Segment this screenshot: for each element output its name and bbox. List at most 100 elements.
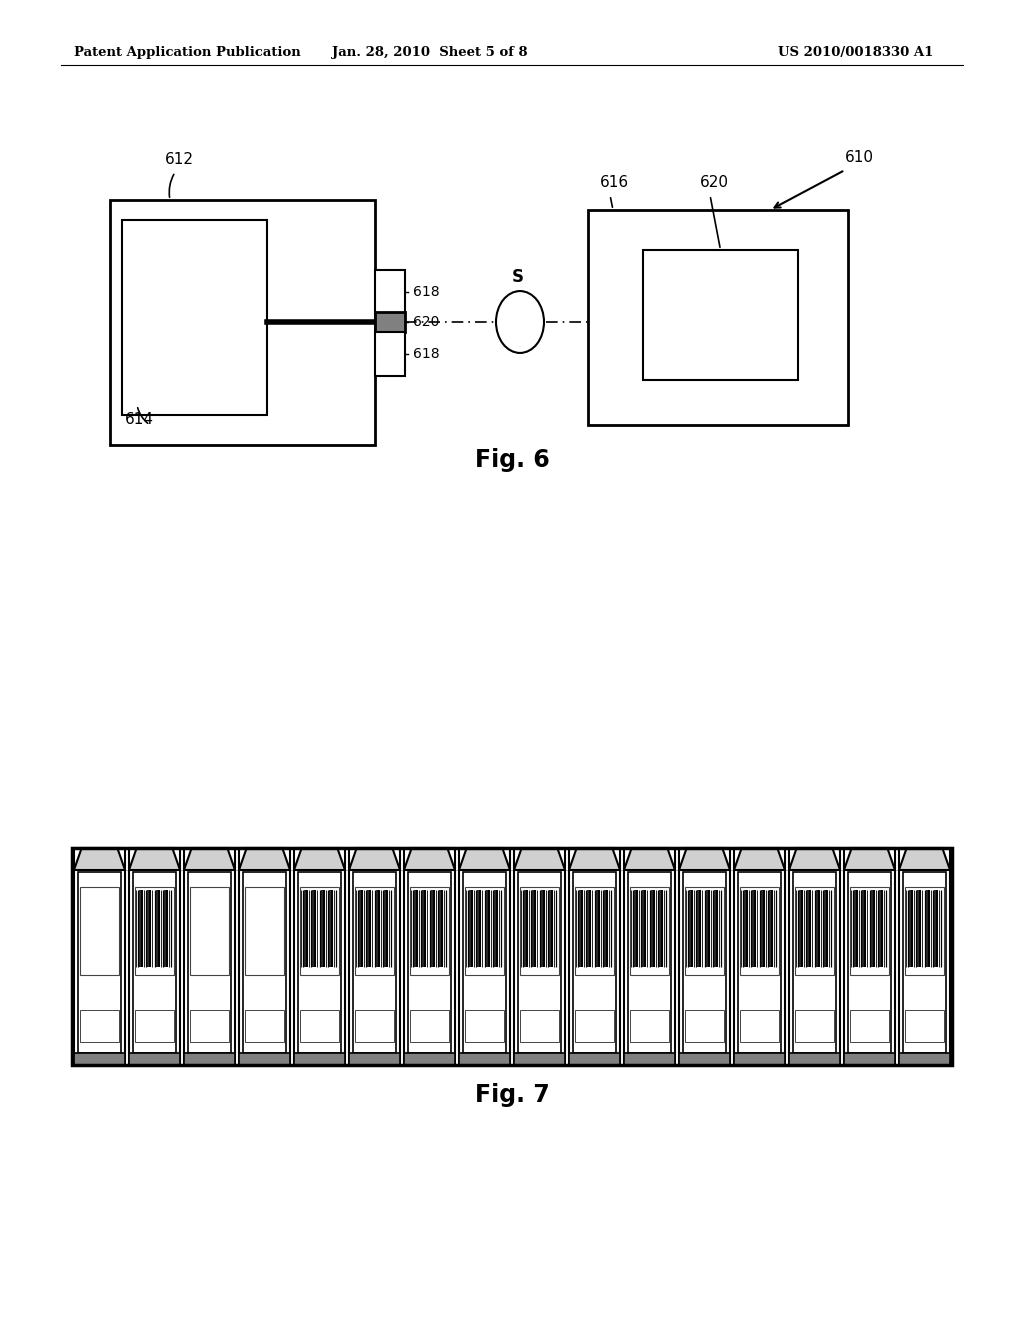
- Bar: [355, 1010, 394, 1041]
- Bar: [850, 1010, 889, 1041]
- Bar: [465, 1010, 504, 1041]
- Bar: [245, 1010, 284, 1041]
- Bar: [795, 887, 834, 975]
- Bar: [80, 887, 119, 975]
- Bar: [795, 1010, 834, 1041]
- Bar: [110, 201, 375, 445]
- Text: 612: 612: [165, 152, 194, 168]
- Bar: [349, 1053, 400, 1065]
- Bar: [575, 887, 614, 975]
- Bar: [80, 1010, 119, 1041]
- Bar: [78, 873, 121, 1053]
- Bar: [72, 847, 952, 1065]
- Bar: [135, 887, 174, 975]
- Bar: [624, 1053, 675, 1065]
- Bar: [129, 1053, 180, 1065]
- Bar: [569, 1053, 620, 1065]
- Bar: [520, 1010, 559, 1041]
- Bar: [404, 1053, 455, 1065]
- Bar: [375, 312, 406, 333]
- Bar: [294, 847, 345, 1065]
- Bar: [349, 847, 400, 1065]
- Bar: [518, 873, 561, 1053]
- Bar: [410, 1010, 449, 1041]
- Text: 614: 614: [125, 412, 154, 426]
- Bar: [575, 1010, 614, 1041]
- Bar: [573, 873, 616, 1053]
- Polygon shape: [74, 847, 125, 870]
- Bar: [679, 1053, 730, 1065]
- Polygon shape: [184, 847, 234, 870]
- Polygon shape: [734, 847, 785, 870]
- Text: 620: 620: [413, 315, 439, 329]
- Polygon shape: [459, 847, 510, 870]
- Circle shape: [496, 292, 544, 352]
- Bar: [899, 1053, 950, 1065]
- Bar: [514, 847, 565, 1065]
- Bar: [122, 220, 267, 414]
- Bar: [899, 847, 950, 1065]
- Text: Jan. 28, 2010  Sheet 5 of 8: Jan. 28, 2010 Sheet 5 of 8: [332, 46, 528, 59]
- Bar: [298, 873, 341, 1053]
- Polygon shape: [239, 847, 290, 870]
- Polygon shape: [294, 847, 345, 870]
- Bar: [569, 847, 620, 1065]
- Bar: [630, 1010, 669, 1041]
- Text: 610: 610: [845, 150, 874, 165]
- Bar: [844, 847, 895, 1065]
- Text: US 2010/0018330 A1: US 2010/0018330 A1: [778, 46, 934, 59]
- Bar: [74, 847, 125, 1065]
- Bar: [355, 887, 394, 975]
- Bar: [905, 1010, 944, 1041]
- Bar: [514, 1053, 565, 1065]
- Polygon shape: [624, 847, 675, 870]
- Bar: [129, 847, 180, 1065]
- Bar: [683, 873, 726, 1053]
- Bar: [404, 847, 455, 1065]
- Polygon shape: [129, 847, 180, 870]
- Bar: [793, 873, 836, 1053]
- Bar: [408, 873, 451, 1053]
- Bar: [740, 887, 779, 975]
- Bar: [375, 271, 406, 314]
- Bar: [903, 873, 946, 1053]
- Polygon shape: [679, 847, 730, 870]
- Text: 620: 620: [700, 176, 729, 190]
- Text: 618: 618: [413, 285, 439, 300]
- Bar: [239, 847, 290, 1065]
- Bar: [685, 1010, 724, 1041]
- Polygon shape: [404, 847, 455, 870]
- Bar: [135, 1010, 174, 1041]
- Text: Patent Application Publication: Patent Application Publication: [74, 46, 300, 59]
- Bar: [184, 1053, 234, 1065]
- Bar: [790, 847, 840, 1065]
- Bar: [630, 887, 669, 975]
- Bar: [624, 847, 675, 1065]
- Bar: [520, 887, 559, 975]
- Bar: [190, 887, 229, 975]
- Bar: [628, 873, 671, 1053]
- Text: Fig. 6: Fig. 6: [475, 447, 549, 473]
- Bar: [463, 873, 506, 1053]
- Bar: [184, 847, 234, 1065]
- Bar: [844, 1053, 895, 1065]
- Bar: [74, 1053, 125, 1065]
- Polygon shape: [844, 847, 895, 870]
- Bar: [188, 873, 231, 1053]
- Bar: [738, 873, 781, 1053]
- Bar: [790, 1053, 840, 1065]
- Polygon shape: [899, 847, 950, 870]
- Bar: [679, 847, 730, 1065]
- Bar: [300, 1010, 339, 1041]
- Bar: [353, 873, 396, 1053]
- Bar: [905, 887, 944, 975]
- Bar: [239, 1053, 290, 1065]
- Text: Fig. 7: Fig. 7: [475, 1082, 549, 1107]
- Polygon shape: [514, 847, 565, 870]
- Bar: [133, 873, 176, 1053]
- Text: 618: 618: [413, 347, 439, 360]
- Bar: [848, 873, 891, 1053]
- Bar: [245, 887, 284, 975]
- Bar: [243, 873, 286, 1053]
- Text: 616: 616: [600, 176, 629, 190]
